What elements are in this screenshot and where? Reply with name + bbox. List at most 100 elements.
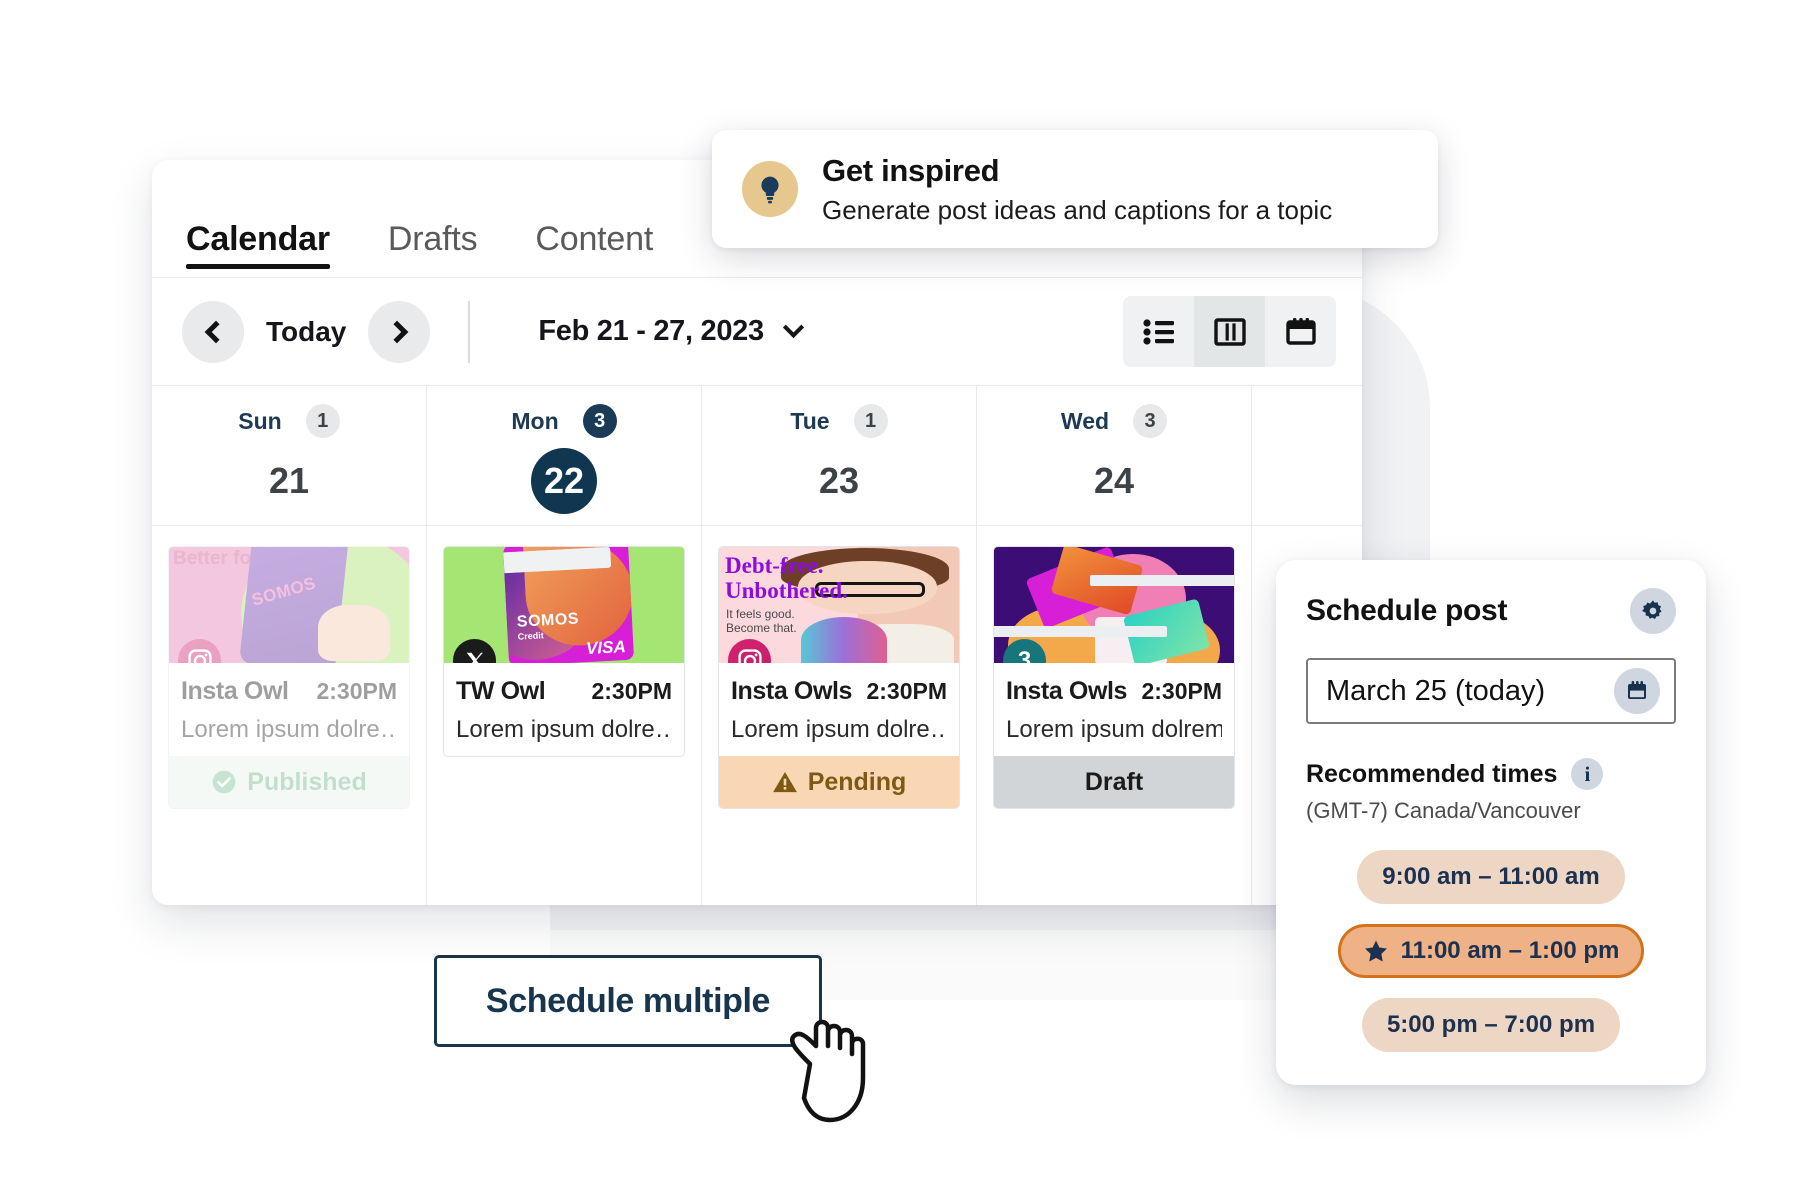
- post-card[interactable]: SOMOS Credit VISA: [443, 546, 685, 757]
- thumbnail-subtext: It feels good. Become that.: [726, 607, 797, 635]
- status-badge: Published: [169, 756, 409, 808]
- post-thumbnail: Better for everyone SOMOS: [169, 547, 409, 663]
- get-inspired-card[interactable]: Get inspired Generate post ideas and cap…: [712, 130, 1438, 248]
- day-header-tue[interactable]: Tue 1 23: [702, 386, 977, 525]
- view-calendar-button[interactable]: [1265, 296, 1336, 367]
- day-number: 22: [531, 448, 597, 514]
- post-grid: Better for everyone SOMOS: [152, 526, 1362, 905]
- date-range-label: Feb 21 - 27, 2023: [538, 315, 764, 347]
- gear-icon: [1642, 600, 1662, 620]
- post-time: 2:30PM: [591, 678, 672, 704]
- post-card[interactable]: 3 Insta Owls 2:30PM Lorem ipsum dolrem… …: [993, 546, 1235, 809]
- date-picker-button[interactable]: [1614, 668, 1660, 714]
- status-label: Draft: [1084, 767, 1144, 796]
- view-columns-button[interactable]: [1194, 296, 1265, 367]
- post-excerpt: Lorem ipsum dolre…: [181, 716, 397, 743]
- time-slot-chip[interactable]: 5:00 pm – 7:00 pm: [1361, 998, 1621, 1052]
- post-card-body: Insta Owl 2:30PM Lorem ipsum dolre…: [169, 663, 409, 756]
- day-header-mon[interactable]: Mon 3 22: [427, 386, 702, 525]
- post-excerpt: Lorem ipsum dolrem…: [1006, 716, 1222, 743]
- day-header-sun[interactable]: Sun 1 21: [152, 386, 427, 525]
- schedule-date-field[interactable]: March 25 (today): [1306, 658, 1676, 724]
- time-slot-label: 11:00 am – 1:00 pm: [1400, 937, 1620, 964]
- thumbnail-artwork: Debt-free. Unbothered. It feels good. Be…: [719, 547, 959, 663]
- calendar-icon: [1628, 681, 1646, 699]
- time-slot-chip[interactable]: 9:00 am – 11:00 am: [1357, 850, 1625, 904]
- day-name: Sun: [238, 407, 282, 434]
- post-card[interactable]: Better for everyone SOMOS: [168, 546, 410, 809]
- post-account: Insta Owls: [731, 677, 853, 705]
- day-header-wed[interactable]: Wed 3 24: [977, 386, 1252, 525]
- info-icon[interactable]: i: [1571, 758, 1604, 790]
- tab-drafts[interactable]: Drafts: [387, 220, 478, 258]
- day-header-top: Sun 1: [238, 404, 340, 438]
- post-card[interactable]: Debt-free. Unbothered. It feels good. Be…: [718, 546, 960, 809]
- view-list-button[interactable]: [1123, 296, 1194, 367]
- post-card-body: Insta Owls 2:30PM Lorem ipsum dolrem…: [994, 663, 1234, 756]
- recommended-times-header: Recommended times i: [1306, 758, 1676, 790]
- thumbnail-artwork: Better for everyone SOMOS: [169, 547, 409, 663]
- post-account: Insta Owls: [1006, 677, 1128, 705]
- tab-content[interactable]: Content: [535, 220, 654, 258]
- day-post-count: 3: [1133, 404, 1168, 438]
- day-column-mon: SOMOS Credit VISA: [427, 526, 702, 905]
- thumbnail-ghost-text: Better for everyone: [173, 548, 347, 569]
- thumbnail-network: VISA: [585, 637, 627, 659]
- post-account: TW Owl: [456, 677, 546, 705]
- day-column-tue: Debt-free. Unbothered. It feels good. Be…: [702, 526, 977, 905]
- schedule-multiple-label: Schedule multiple: [485, 981, 771, 1020]
- thumbnail-brand: SOMOS Credit: [516, 610, 580, 642]
- post-card-body: Insta Owls 2:30PM Lorem ipsum dolre…: [719, 663, 959, 756]
- post-meta: Insta Owls 2:30PM: [731, 677, 947, 706]
- next-week-button[interactable]: [368, 300, 431, 363]
- day-column-wed: 3 Insta Owls 2:30PM Lorem ipsum dolrem… …: [977, 526, 1252, 905]
- prev-week-button[interactable]: [182, 300, 244, 363]
- post-excerpt: Lorem ipsum dolre…: [731, 716, 947, 743]
- toolbar-divider: [468, 300, 471, 363]
- schedule-date-value: March 25 (today): [1326, 674, 1546, 707]
- day-number: 21: [268, 460, 310, 501]
- post-meta: Insta Owls 2:30PM: [1006, 677, 1222, 706]
- post-meta: TW Owl 2:30PM: [456, 677, 672, 706]
- day-header-row: Sun 1 21 Mon 3 22 Tue 1 23: [152, 386, 1362, 526]
- calendar-window: Calendar Drafts Content Today Feb 21 - 2…: [152, 160, 1362, 905]
- chevron-down-icon: [782, 316, 804, 339]
- schedule-multiple-button[interactable]: Schedule multiple: [434, 955, 822, 1047]
- chevron-right-icon: [385, 320, 409, 343]
- thumbnail-headline: Debt-free. Unbothered.: [725, 553, 848, 603]
- post-thumbnail: 3: [994, 547, 1234, 663]
- date-range-selector[interactable]: Feb 21 - 27, 2023: [538, 315, 804, 348]
- post-account: Insta Owl: [181, 677, 289, 705]
- get-inspired-title: Get inspired: [822, 152, 1000, 188]
- post-thumbnail: Debt-free. Unbothered. It feels good. Be…: [719, 547, 959, 663]
- day-number: 24: [1093, 460, 1135, 501]
- time-slot-label: 9:00 am – 11:00 am: [1382, 863, 1600, 890]
- check-circle-icon: [212, 770, 236, 794]
- get-inspired-subtitle: Generate post ideas and captions for a t…: [822, 194, 1333, 225]
- post-count-label: 3: [1017, 646, 1032, 664]
- settings-button[interactable]: [1630, 588, 1676, 634]
- tab-calendar[interactable]: Calendar: [186, 220, 330, 277]
- chevron-left-icon: [204, 320, 227, 343]
- recommended-times-label: Recommended times: [1306, 759, 1558, 788]
- list-icon: [1142, 318, 1174, 345]
- post-time: 2:30PM: [316, 678, 397, 704]
- day-header-next-partial[interactable]: [1252, 386, 1362, 525]
- post-meta: Insta Owl 2:30PM: [181, 677, 397, 706]
- calendar-icon: [1285, 317, 1316, 345]
- post-time: 2:30PM: [1141, 678, 1222, 704]
- status-badge: Pending: [719, 756, 959, 808]
- day-name: Tue: [790, 407, 830, 434]
- day-post-count: 1: [853, 404, 888, 438]
- time-slot-chip-selected[interactable]: 11:00 am – 1:00 pm: [1337, 924, 1645, 978]
- tab-bar: Calendar Drafts Content: [152, 160, 1362, 278]
- status-badge: Draft: [994, 756, 1234, 808]
- recommended-times-list: 9:00 am – 11:00 am 11:00 am – 1:00 pm 5:…: [1306, 850, 1676, 1052]
- today-button[interactable]: Today: [266, 315, 347, 347]
- day-post-count: 3: [582, 404, 617, 438]
- time-slot-label: 5:00 pm – 7:00 pm: [1386, 1011, 1596, 1038]
- day-name: Mon: [511, 407, 559, 434]
- post-time: 2:30PM: [866, 678, 947, 704]
- warning-triangle-icon: [772, 772, 797, 793]
